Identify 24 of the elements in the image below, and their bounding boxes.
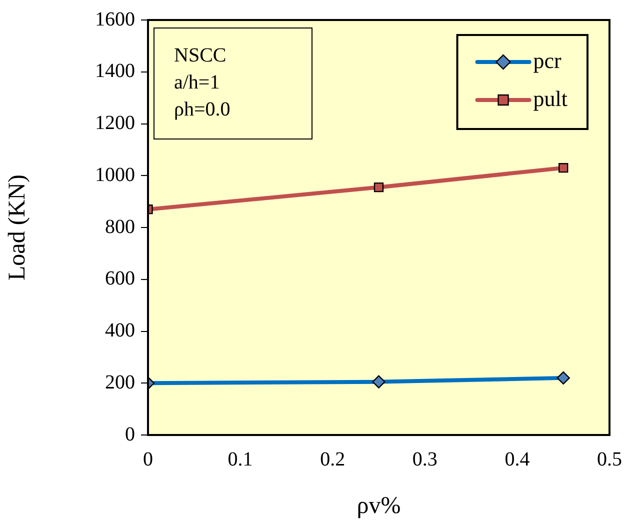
y-tick-label: 600 (105, 268, 135, 290)
x-axis-title: ρv% (356, 492, 401, 519)
x-tick-label: 0.5 (597, 448, 622, 470)
annotation: NSCC (174, 44, 226, 66)
legend-label: pult (533, 86, 568, 111)
y-tick-label: 1200 (95, 112, 135, 134)
y-tick-label: 800 (105, 216, 135, 238)
point (374, 182, 384, 192)
x-tick-label: 0.2 (320, 448, 346, 470)
annotation: a/h=1 (174, 71, 220, 94)
y-tick-label: 1600 (95, 8, 135, 30)
y-tick-label: 200 (105, 371, 135, 394)
legend-label: pcr (533, 48, 562, 73)
annotation: ρh=0.0 (174, 98, 230, 120)
point (558, 163, 568, 173)
x-tick-label: 0.3 (412, 448, 438, 470)
y-tick-label: 1000 (95, 164, 135, 186)
y-axis-title: Load (KN) (4, 174, 31, 280)
y-tick-label: 1400 (95, 60, 135, 82)
y-tick-label: 400 (105, 320, 135, 342)
x-tick-label: 0 (143, 448, 153, 470)
x-tick-label: 0.1 (228, 448, 253, 470)
y-tick-label: 0 (125, 423, 135, 446)
x-tick-label: 0.4 (504, 448, 530, 470)
